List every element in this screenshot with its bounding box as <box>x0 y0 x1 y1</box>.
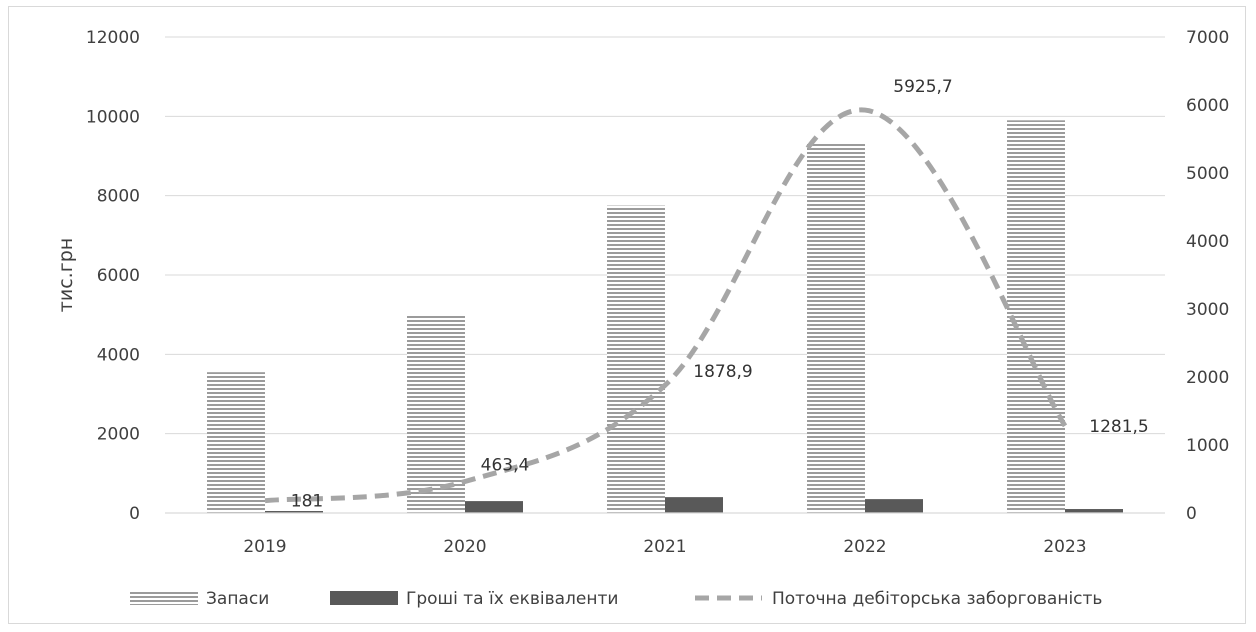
y2-tick-label: 3000 <box>1186 300 1229 320</box>
data-label: 1878,9 <box>693 362 752 382</box>
bar-zapasy <box>1007 120 1065 514</box>
y-tick-label: 12000 <box>86 28 140 48</box>
y-tick-label: 8000 <box>97 187 140 207</box>
legend-label-debitorska: Поточна дебіторська заборгованість <box>772 589 1102 609</box>
y2-tick-label: 6000 <box>1186 96 1229 116</box>
y2-tick-label: 5000 <box>1186 164 1229 184</box>
bar-zapasy <box>207 372 265 513</box>
line-series <box>264 107 1068 504</box>
grid-lines <box>165 36 1165 435</box>
y-tick-label: 4000 <box>97 345 140 365</box>
legend-label-groshi: Гроші та їх еквіваленти <box>406 589 618 609</box>
y2-tick-label: 4000 <box>1186 232 1229 252</box>
left-axis: 0 2000 4000 6000 8000 10000 12000 <box>86 28 140 524</box>
data-labels: 181 463,4 1878,9 5925,7 1281,5 <box>291 77 1149 512</box>
y-tick-label: 2000 <box>97 425 140 445</box>
x-tick-label: 2022 <box>843 537 886 557</box>
y2-tick-label: 1000 <box>1186 436 1229 456</box>
y2-tick-label: 7000 <box>1186 28 1229 48</box>
y2-tick-label: 0 <box>1186 504 1197 524</box>
legend-swatch-groshi <box>330 591 398 605</box>
x-tick-label: 2019 <box>243 537 286 557</box>
bar-groshi <box>1065 509 1123 513</box>
x-tick-label: 2021 <box>643 537 686 557</box>
y-tick-label: 0 <box>129 504 140 524</box>
y-tick-label: 6000 <box>97 266 140 286</box>
y2-tick-label: 2000 <box>1186 368 1229 388</box>
legend: Запаси Гроші та їх еквіваленти Поточна деб… <box>130 589 1102 609</box>
bar-groshi <box>265 511 323 513</box>
data-label: 1281,5 <box>1089 417 1148 437</box>
x-tick-label: 2020 <box>443 537 486 557</box>
bar-zapasy <box>607 205 665 514</box>
data-label: 181 <box>291 492 323 512</box>
y-axis-title: тис.грн <box>55 238 77 312</box>
legend-label-zapasy: Запаси <box>206 589 269 609</box>
bar-groshi <box>865 499 923 513</box>
bar-zapasy <box>407 314 465 513</box>
bars <box>207 120 1123 514</box>
x-axis: 2019 2020 2021 2022 2023 <box>243 537 1086 557</box>
data-label: 463,4 <box>481 455 530 475</box>
line-debitorska <box>264 107 1068 504</box>
bar-groshi <box>465 501 523 513</box>
bar-groshi <box>665 497 723 513</box>
bar-zapasy <box>807 142 865 513</box>
data-label: 5925,7 <box>893 77 952 97</box>
x-tick-label: 2023 <box>1043 537 1086 557</box>
legend-swatch-zapasy <box>130 591 198 605</box>
right-axis: 0 1000 2000 3000 4000 5000 6000 7000 <box>1186 28 1229 524</box>
y-tick-label: 10000 <box>86 107 140 127</box>
